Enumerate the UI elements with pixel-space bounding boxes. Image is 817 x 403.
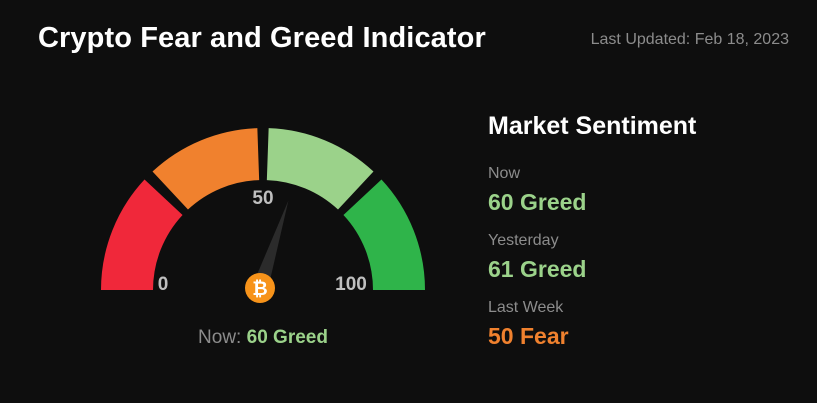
sentiment-row-yesterday: Yesterday 61 Greed bbox=[488, 232, 788, 283]
gauge-segment-extreme-fear bbox=[101, 179, 183, 290]
sentiment-row-now: Now 60 Greed bbox=[488, 165, 788, 216]
gauge-label-mid: 50 bbox=[252, 188, 273, 209]
gauge-segment-extreme-greed bbox=[343, 179, 425, 290]
page-title: Crypto Fear and Greed Indicator bbox=[38, 22, 486, 54]
sentiment-value: 50 Fear bbox=[488, 323, 569, 349]
gauge-segment-greed bbox=[266, 128, 374, 210]
bitcoin-glyph: ₿ bbox=[252, 278, 267, 300]
last-updated-text: Last Updated: Feb 18, 2023 bbox=[590, 31, 789, 48]
now-caption-value: 60 Greed bbox=[246, 327, 328, 348]
gauge-label-max: 100 bbox=[335, 274, 367, 295]
sentiment-value: 61 Greed bbox=[488, 256, 587, 282]
gauge-now-caption: Now: 60 Greed bbox=[198, 327, 328, 349]
market-sentiment-panel: Market Sentiment Now 60 Greed Yesterday … bbox=[488, 112, 788, 366]
now-caption-label: Now: bbox=[198, 327, 242, 348]
gauge-needle bbox=[252, 200, 289, 291]
sentiment-label: Now bbox=[488, 165, 521, 182]
market-sentiment-title: Market Sentiment bbox=[488, 112, 697, 140]
sentiment-value: 60 Greed bbox=[488, 189, 587, 215]
gauge-segments bbox=[101, 128, 425, 290]
sentiment-row-last-week: Last Week 50 Fear bbox=[488, 299, 788, 350]
bitcoin-icon: ₿ bbox=[245, 273, 275, 303]
gauge-segment-fear bbox=[152, 128, 260, 210]
sentiment-label: Last Week bbox=[488, 299, 564, 316]
sentiment-label: Yesterday bbox=[488, 232, 559, 249]
gauge-label-min: 0 bbox=[158, 274, 169, 295]
